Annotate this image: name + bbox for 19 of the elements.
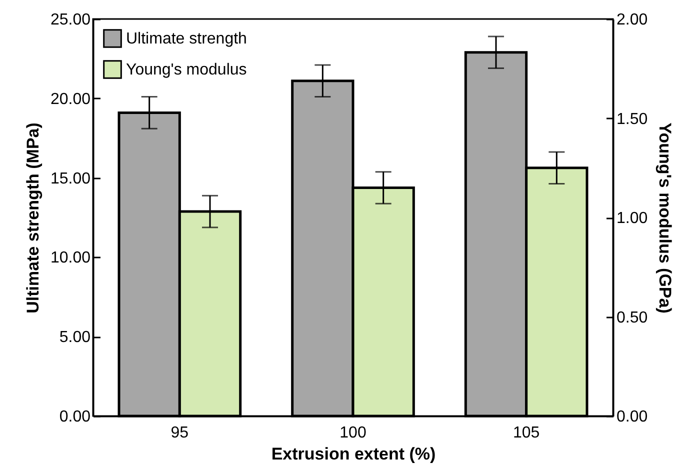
y2-tick-label: 2.00 bbox=[616, 12, 648, 28]
y2-tick-label: 1.50 bbox=[616, 110, 648, 128]
legend-label: Young's modulus bbox=[126, 62, 247, 78]
x-axis-title: Extrusion extent (%) bbox=[271, 444, 436, 464]
y-tick-label: 0.00 bbox=[59, 408, 91, 426]
legend-label: Ultimate strength bbox=[126, 30, 247, 48]
y-axis-title: Ultimate strength (MPa) bbox=[23, 122, 42, 314]
x-tick-label: 100 bbox=[340, 424, 366, 442]
y2-axis-title: Young's modulus (GPa) bbox=[656, 122, 675, 314]
y2-tick-label: 1.00 bbox=[616, 210, 648, 227]
y-tick-label: 5.00 bbox=[59, 329, 91, 346]
y-tick-label: 10.00 bbox=[50, 250, 91, 267]
y2-tick-label: 0.00 bbox=[616, 408, 648, 426]
y-tick-label: 20.00 bbox=[50, 90, 91, 108]
y-tick-label: 15.00 bbox=[50, 170, 91, 188]
y-tick-label: 25.00 bbox=[50, 12, 91, 28]
x-tick-label: 105 bbox=[512, 424, 540, 442]
x-tick-label: 95 bbox=[170, 424, 189, 442]
y2-tick-label: 0.50 bbox=[616, 309, 648, 326]
